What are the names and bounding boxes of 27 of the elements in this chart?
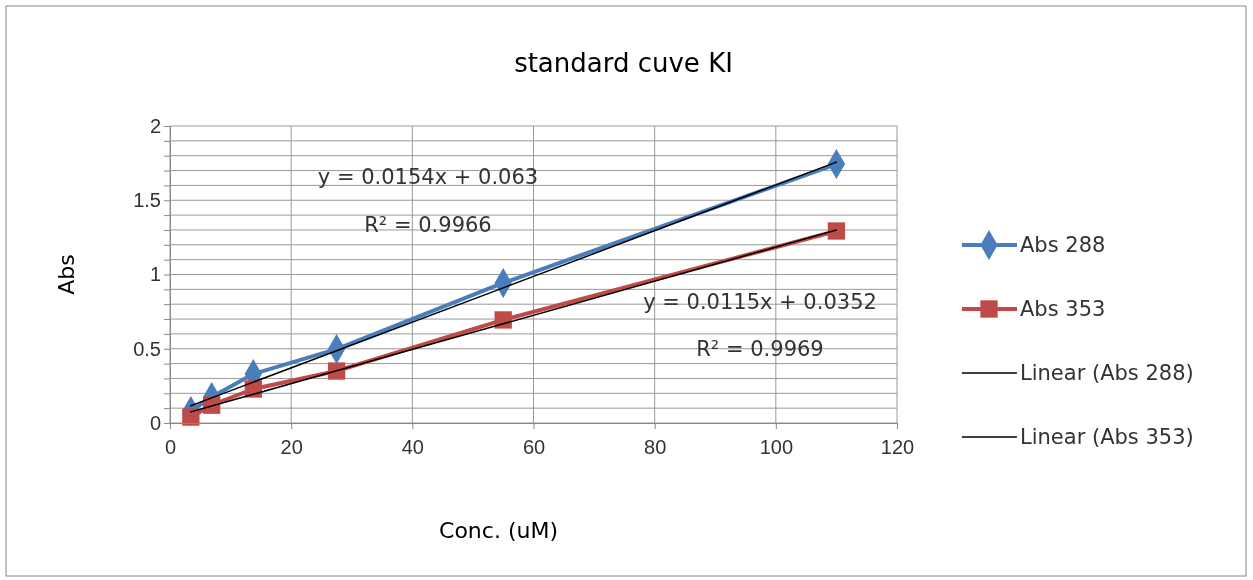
point xyxy=(327,362,346,380)
annotation: y = 0.0115x + 0.0352 xyxy=(643,290,877,314)
legend-label: Linear (Abs 353) xyxy=(1020,425,1194,449)
y-tick-label: 0.5 xyxy=(133,337,161,360)
x-tick-label: 0 xyxy=(164,436,177,458)
x-tick-label: 20 xyxy=(280,436,303,458)
y-axis-title: Abs xyxy=(54,254,79,295)
point xyxy=(494,311,512,329)
y-tick-label: 0 xyxy=(149,411,161,434)
y-tick-label: 2 xyxy=(149,114,161,137)
point xyxy=(827,222,846,240)
x-tick-label: 40 xyxy=(401,436,424,458)
legend-label: Linear (Abs 288) xyxy=(1020,361,1194,385)
annotation: y = 0.0154x + 0.063 xyxy=(317,165,539,189)
annotation: R² = 0.9966 xyxy=(364,213,492,237)
x-tick-label: 100 xyxy=(759,436,794,458)
x-axis-title: Conc. (uM) xyxy=(439,518,558,543)
y-tick-label: 1.5 xyxy=(133,189,161,212)
x-tick-label: 60 xyxy=(522,436,546,458)
legend-label: Abs 288 xyxy=(1020,233,1106,257)
point xyxy=(182,408,200,426)
chart-title: standard cuve KI xyxy=(514,48,733,78)
y-tick-label: 1 xyxy=(149,263,161,286)
legend-label: Abs 353 xyxy=(1020,297,1106,321)
x-tick-label: 80 xyxy=(644,436,667,458)
annotation: R² = 0.9969 xyxy=(696,337,824,361)
x-tick-label: 120 xyxy=(880,436,915,458)
